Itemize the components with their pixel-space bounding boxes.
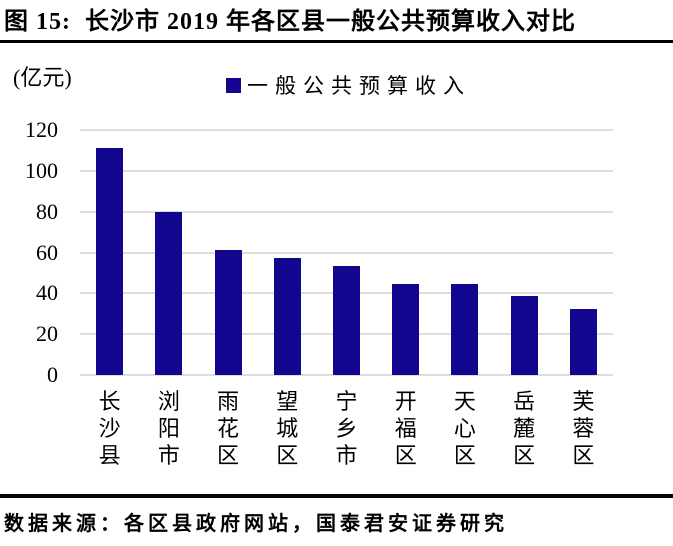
legend-swatch-icon <box>226 77 241 93</box>
x-category-label: 芙蓉区 <box>572 389 595 468</box>
title-divider <box>0 40 673 43</box>
plot-area <box>80 129 613 376</box>
bar <box>569 308 597 375</box>
x-category-label: 长沙县 <box>98 389 121 468</box>
bar <box>451 284 479 375</box>
y-tick-label: 0 <box>47 362 58 387</box>
x-category-label: 岳麓区 <box>513 389 536 468</box>
gridline <box>80 129 613 131</box>
bar <box>155 211 183 375</box>
x-category-label: 天心区 <box>453 389 476 468</box>
y-tick-label: 40 <box>36 280 58 306</box>
x-category-label: 宁乡市 <box>335 389 358 468</box>
bar <box>273 257 301 375</box>
bar <box>96 148 124 375</box>
gridline <box>80 251 613 254</box>
x-category-label: 雨花区 <box>217 389 240 468</box>
y-tick-label: 60 <box>36 239 58 265</box>
bar <box>392 284 420 375</box>
figure-title: 图 15: 长沙市 2019 年各区县一般公共预算收入对比 <box>4 9 576 35</box>
gridline <box>80 374 613 376</box>
chart-legend: 一般公共预算收入 <box>226 70 471 100</box>
bar <box>333 265 360 375</box>
source-note: 数据来源：各区县政府网站，国泰君安证券研究 <box>4 513 508 535</box>
y-tick-label: 20 <box>36 321 58 347</box>
y-tick-label: 80 <box>36 198 58 224</box>
legend-label: 一般公共预算收入 <box>247 74 471 98</box>
y-tick-label: 120 <box>25 117 58 142</box>
bar <box>214 250 242 375</box>
x-category-label: 浏阳市 <box>157 389 180 468</box>
y-tick-label: 100 <box>25 157 58 183</box>
bar <box>510 296 538 375</box>
y-axis-unit-label: (亿元) <box>13 65 72 90</box>
x-category-label: 开福区 <box>394 389 417 468</box>
gridline <box>80 169 613 172</box>
gridline <box>80 210 613 213</box>
footer-divider <box>0 494 673 498</box>
x-category-label: 望城区 <box>276 389 299 468</box>
